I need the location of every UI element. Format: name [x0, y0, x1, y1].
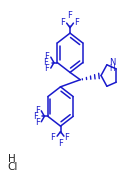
Text: F: F: [50, 132, 55, 142]
Text: N: N: [109, 58, 115, 68]
Text: H: H: [8, 154, 15, 164]
Text: F: F: [58, 139, 63, 148]
Text: Cl: Cl: [8, 162, 18, 171]
Text: F: F: [74, 18, 79, 27]
Text: H: H: [109, 64, 115, 73]
Text: F: F: [43, 58, 47, 67]
Text: F: F: [44, 52, 49, 61]
Text: F: F: [35, 106, 40, 115]
Text: F: F: [60, 18, 65, 27]
Text: F: F: [64, 132, 69, 142]
Text: F: F: [68, 11, 72, 20]
Text: F: F: [35, 118, 40, 127]
Text: F: F: [44, 64, 49, 73]
Text: F: F: [33, 112, 38, 121]
